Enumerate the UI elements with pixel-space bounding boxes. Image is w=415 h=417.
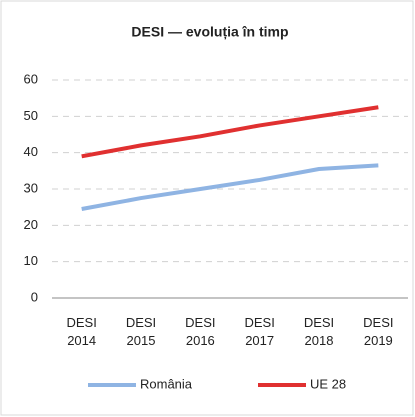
- x-tick-label: DESI 2014: [66, 315, 96, 348]
- x-tick-label: DESI 2018: [304, 315, 334, 348]
- y-tick-label: 10: [24, 253, 38, 268]
- y-tick-label: 60: [24, 71, 38, 86]
- x-tick-label: DESI 2016: [185, 315, 215, 348]
- x-tick-label: DESI 2017: [244, 315, 274, 348]
- y-tick-label: 20: [24, 217, 38, 232]
- legend-label: UE 28: [310, 376, 346, 391]
- chart-title: DESI — evoluția în timp: [131, 24, 288, 40]
- y-tick-label: 0: [31, 289, 38, 304]
- series-line: [81, 105, 379, 159]
- x-tick-label: DESI 2015: [126, 315, 156, 348]
- legend-label: România: [140, 376, 193, 391]
- x-tick-label: DESI 2019: [363, 315, 393, 348]
- y-tick-label: 50: [24, 108, 38, 123]
- y-tick-label: 30: [24, 180, 38, 195]
- series-line: [81, 163, 379, 211]
- y-tick-label: 40: [24, 144, 38, 159]
